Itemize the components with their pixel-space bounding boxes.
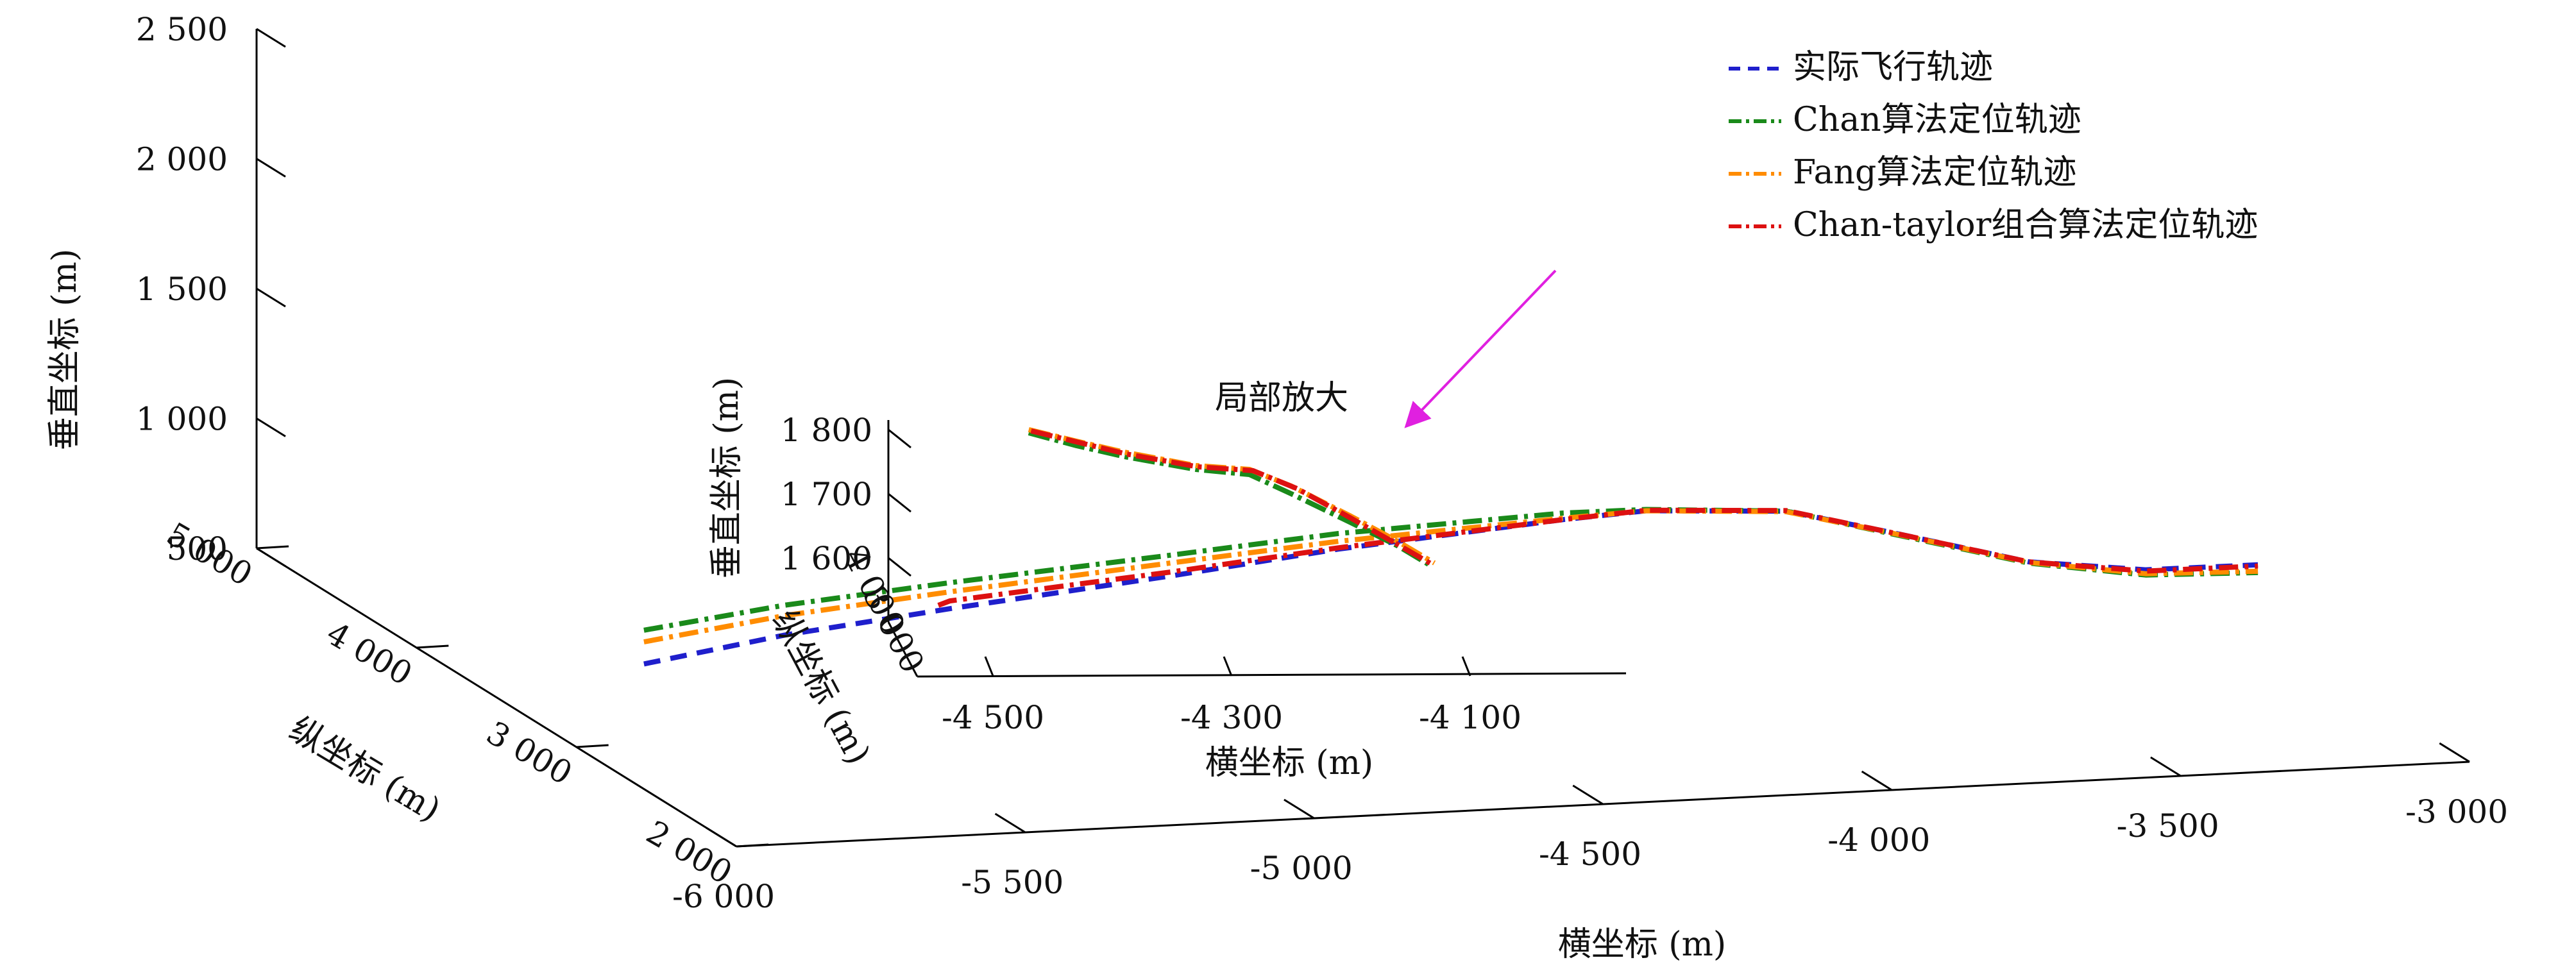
- y-tick-label: 3 000: [480, 714, 579, 793]
- main-axes: [255, 29, 2470, 848]
- z-tick-mark: [256, 417, 286, 437]
- inset-x-tick-mark: [984, 656, 994, 677]
- x-tick-label: -5 500: [961, 864, 1063, 901]
- z-tick-mark: [256, 28, 286, 48]
- main-series: [643, 507, 2258, 667]
- z-tick-label: 1 000: [136, 401, 228, 438]
- inset-series: [1028, 427, 1436, 567]
- y-tick-mark: [256, 545, 289, 550]
- inset-z-tick-label: 1 800: [781, 412, 872, 449]
- legend-entry-label: Chan-taylor组合算法定位轨迹: [1793, 206, 2258, 244]
- series-line: [937, 507, 2258, 608]
- legend-entry-label: Chan算法定位轨迹: [1793, 101, 2081, 139]
- inset-x-tick-label: -4 300: [1180, 699, 1283, 736]
- x-tick-mark: [2150, 756, 2182, 777]
- inset-z-tick-label: 1 700: [781, 476, 872, 513]
- x-tick-label: -6 000: [672, 878, 775, 915]
- x-axis-title: 横坐标 (m): [1558, 925, 1726, 964]
- zoom-annotation-label: 局部放大: [1215, 379, 1348, 417]
- x-tick-mark: [2439, 742, 2470, 763]
- inset-x-axis-line: [917, 672, 1627, 678]
- z-tick-mark: [256, 287, 286, 308]
- inset-x-axis-title: 横坐标 (m): [1205, 744, 1373, 782]
- legend: 实际飞行轨迹 Chan算法定位轨迹 Fang算法定位轨迹 Chan-taylor组合算…: [1729, 48, 2258, 244]
- x-tick-mark: [1861, 770, 1893, 791]
- inset-z-tick-mark: [888, 557, 911, 577]
- y-tick-mark: [576, 744, 609, 748]
- inset-axes: [887, 420, 1627, 678]
- legend-entry-label: Fang算法定位轨迹: [1793, 153, 2076, 192]
- x-tick-mark: [706, 827, 737, 848]
- zoom-arrow: [1404, 269, 1557, 428]
- z-axis-title: 垂直坐标 (m): [46, 249, 84, 450]
- y-tick-mark: [416, 644, 449, 649]
- x-tick-mark: [1284, 798, 1315, 820]
- legend-entry-label: 实际飞行轨迹: [1793, 48, 1993, 87]
- inset-x-tick-label: -4 100: [1419, 699, 1521, 736]
- z-tick-label: 1 500: [136, 271, 228, 308]
- y-tick-label: 4 000: [320, 615, 418, 693]
- z-tick-label: 2 000: [136, 141, 228, 178]
- inset-x-tick-mark: [1461, 656, 1471, 677]
- inset-series-line: [1030, 428, 1434, 567]
- y-axis-title: 纵坐标 (m): [283, 710, 447, 830]
- inset-x-tick-mark: [1223, 656, 1233, 677]
- inset-z-tick-mark: [888, 492, 911, 513]
- x-tick-label: -3 500: [2117, 807, 2219, 845]
- inset-y-axis-line: [887, 621, 919, 677]
- inset-z-axis-title: 垂直坐标 (m): [708, 377, 746, 578]
- x-tick-label: -3 000: [2405, 793, 2508, 830]
- x-tick-label: -5 000: [1250, 850, 1353, 887]
- z-tick-label: 2 500: [136, 11, 228, 48]
- y-tick-mark: [736, 843, 769, 848]
- z-tick-mark: [256, 158, 286, 178]
- inset-z-tick-label: 1 600: [781, 540, 872, 577]
- inset-z-tick-mark: [888, 428, 911, 449]
- y-axis-line: [256, 547, 737, 848]
- x-tick-mark: [1572, 784, 1604, 805]
- x-tick-label: -4 000: [1827, 821, 1930, 859]
- z-tick-mark: [256, 547, 286, 568]
- x-tick-mark: [994, 812, 1026, 834]
- inset-y-axis-title: 纵坐标 (m): [765, 604, 877, 771]
- z-tick-label: 500: [167, 530, 228, 568]
- inset-x-tick-label: -4 500: [942, 699, 1044, 736]
- x-tick-label: -4 500: [1539, 836, 1641, 873]
